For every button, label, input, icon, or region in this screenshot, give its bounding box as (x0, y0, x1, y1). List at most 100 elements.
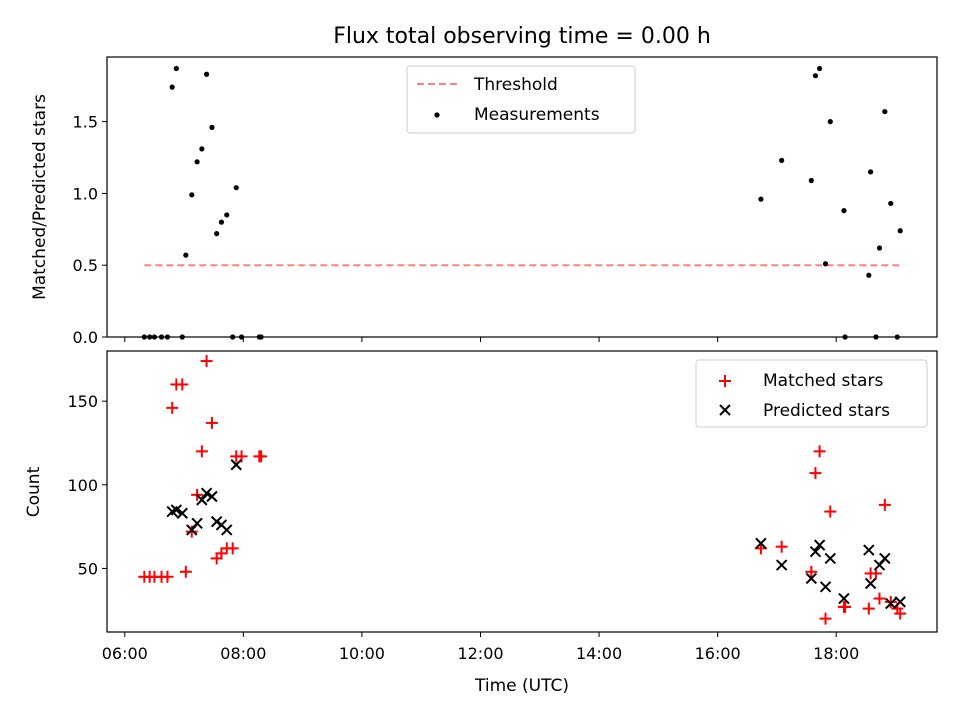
measurement-point (758, 196, 764, 202)
predicted-star-b (176, 507, 188, 519)
legend-measurements-label: Measurements (474, 105, 600, 125)
matched-star-point (255, 450, 268, 463)
measurement-point (822, 261, 829, 267)
predicted-star-point (755, 537, 767, 550)
legend-threshold-label: Threshold (473, 75, 558, 95)
predicted-star-point (230, 459, 242, 471)
predicted-star-b (775, 559, 788, 571)
measurement-point (204, 71, 210, 77)
predicted-star-point (206, 490, 218, 503)
x-tick-label: 18:00 (813, 644, 859, 663)
measurement-point (189, 192, 195, 198)
predicted-star-b (824, 552, 836, 565)
predicted-star-point (838, 592, 850, 605)
predicted-star-b (191, 517, 203, 529)
measurement-point (183, 252, 189, 258)
y-tick-label: 100 (67, 476, 98, 495)
predicted-star-point (809, 546, 822, 558)
matched-star-point (226, 542, 239, 555)
x-axis-label: Time (UTC) (474, 676, 569, 696)
top-panel: Matched/Predicted stars 0.0 0.5 1.0 1.5 (30, 56, 938, 347)
measurement-point (868, 169, 874, 175)
matched-star-point (813, 445, 826, 458)
y-tick-label: 0.0 (73, 328, 98, 347)
predicted-star-b (885, 597, 897, 610)
predicted-star-b (200, 487, 213, 499)
predicted-star-b (863, 544, 875, 556)
matched-star-point (775, 540, 788, 553)
predicted-star-b (805, 572, 818, 585)
measurement-point (214, 231, 220, 237)
x-tick-label: 10:00 (339, 644, 385, 663)
matched-star-point (873, 592, 886, 605)
bottom-legend: Matched stars Predicted stars (695, 359, 928, 428)
measurement-point (199, 146, 205, 152)
predicted-star-b (864, 577, 877, 590)
matched-star-point (176, 378, 189, 391)
measurement-point (817, 65, 823, 72)
predicted-star-point (885, 597, 897, 610)
measurement-point (827, 119, 833, 125)
bottom-panel: Count Time (UTC) 50 100 150 06:00 08:00 10:00… (24, 350, 938, 696)
matched-star-point (195, 445, 208, 458)
predicted-star-point (894, 596, 906, 608)
predicted-star-point (191, 517, 203, 529)
predicted-star-b (838, 592, 850, 605)
measurement-point (897, 228, 903, 234)
top-plot-frame (106, 56, 938, 338)
measurement-point (882, 108, 888, 115)
top-legend: Threshold Measurements (406, 65, 636, 134)
measurement-point (779, 157, 785, 163)
matched-star-point (809, 467, 822, 480)
predicted-star-b (755, 537, 767, 550)
predicted-star-b (809, 546, 822, 558)
measurement-point (876, 245, 883, 251)
matched-star-point (819, 612, 832, 625)
measurement-point (841, 208, 847, 214)
matched-star-point (839, 600, 852, 613)
measurement-point (173, 65, 179, 72)
measurement-point (866, 272, 872, 278)
predicted-star-point (170, 504, 183, 516)
predicted-star-b (879, 552, 891, 565)
bottom-legend-box (695, 359, 928, 428)
measurement-point (233, 185, 239, 191)
x-tick-label: 06:00 (102, 644, 148, 663)
matched-star-point (179, 565, 192, 578)
predicted-star-b (215, 519, 228, 531)
measurement-point (812, 73, 819, 79)
predicted-star-b (894, 596, 906, 608)
top-legend-box (406, 65, 636, 134)
y-tick-label: 1.0 (73, 184, 98, 203)
predicted-star-point (863, 544, 875, 556)
predicted-star-b (196, 494, 208, 506)
measurement-point (224, 212, 230, 218)
bottom-y-axis-label: Count (24, 466, 44, 517)
matched-star-point (805, 565, 818, 578)
predicted-star-point (221, 524, 233, 536)
measurement-point (218, 219, 225, 225)
matched-star-point (884, 595, 897, 608)
x-tick-label: 14:00 (576, 644, 622, 663)
predicted-star-b (230, 459, 242, 471)
predicted-star-point (805, 572, 818, 585)
predicted-star-point (819, 581, 832, 593)
predicted-star-point (775, 559, 788, 571)
matched-star-point (215, 547, 228, 560)
y-tick-label: 50 (78, 559, 98, 578)
measurement-point (209, 124, 215, 130)
matched-star-point (862, 602, 875, 615)
predicted-star-b (221, 524, 233, 536)
predicted-star-point (196, 494, 208, 506)
predicted-star-b (206, 490, 218, 503)
matched-star-point (824, 505, 837, 518)
x-tick-label: 08:00 (220, 644, 266, 663)
measurement-point (888, 200, 894, 207)
legend-predicted-swatch (719, 404, 731, 416)
matched-star-point (894, 607, 907, 620)
predicted-star-point (813, 539, 826, 551)
measurement-point (808, 177, 814, 184)
x-tick-label: 12:00 (457, 644, 503, 663)
top-y-axis-label: Matched/Predicted stars (30, 94, 50, 300)
